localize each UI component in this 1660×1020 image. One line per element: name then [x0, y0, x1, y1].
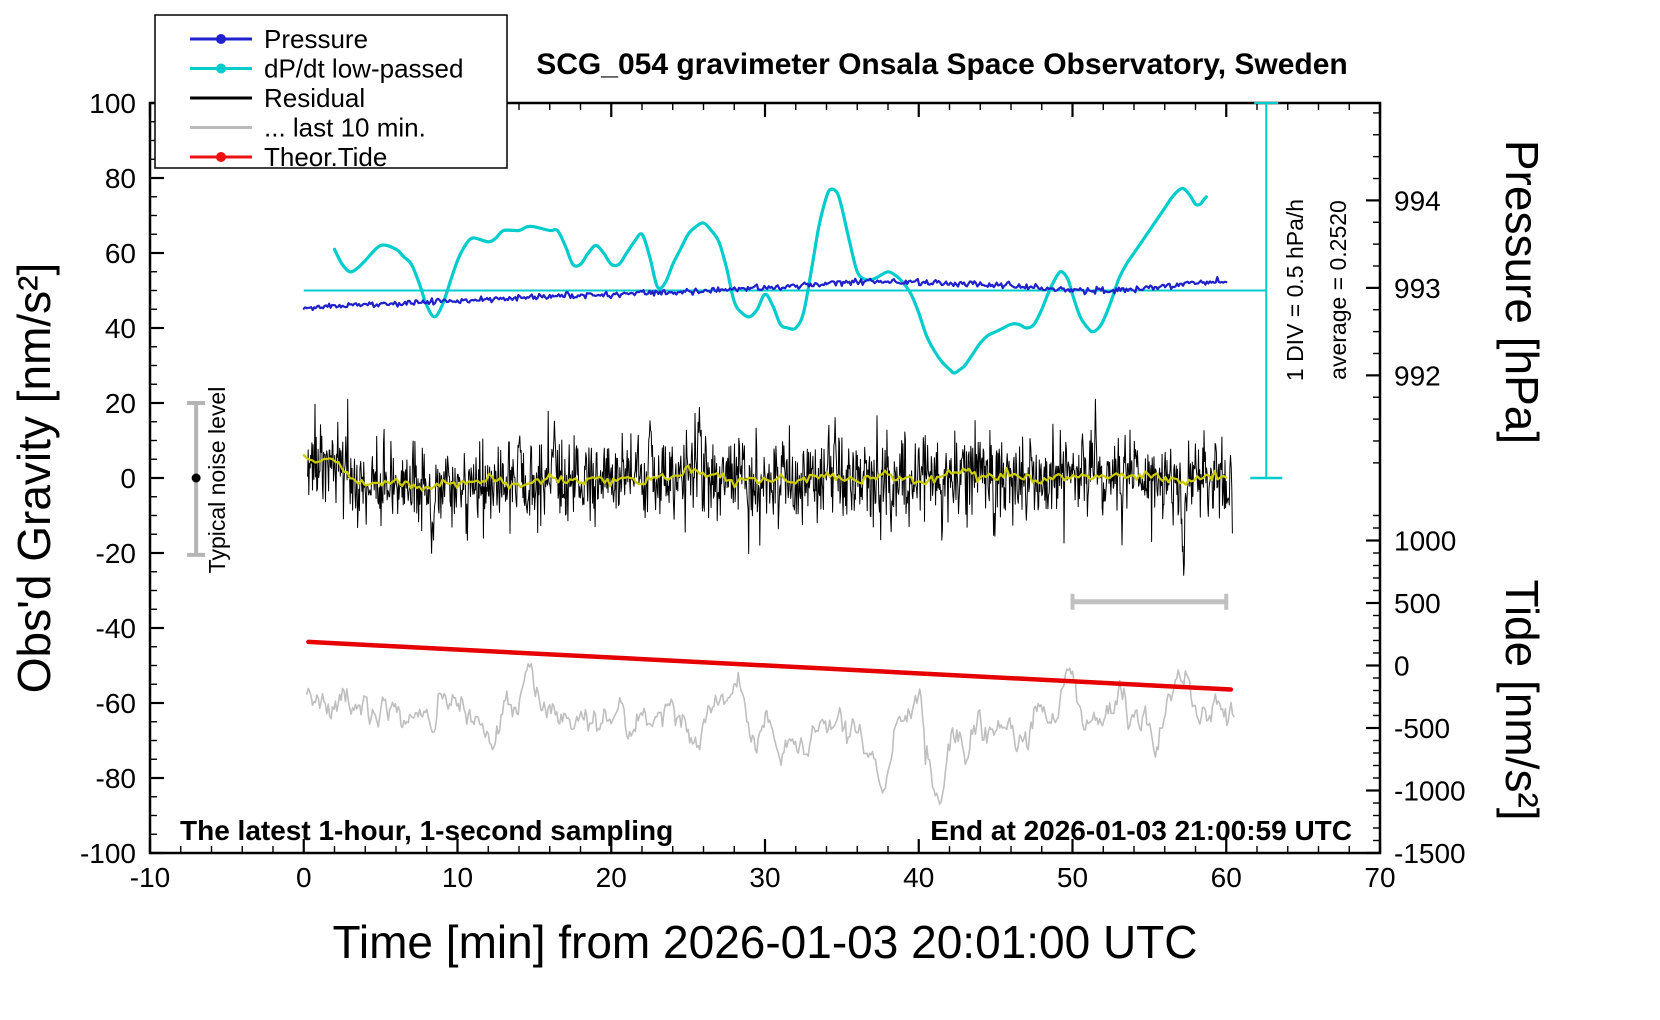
tide-tick-label: 0	[1394, 651, 1410, 682]
tide-tick-label: -1500	[1394, 838, 1466, 869]
series-dpdt	[332, 186, 1208, 375]
series-residual	[307, 398, 1233, 576]
legend-label: dP/dt low-passed	[264, 54, 463, 84]
gravity-tick-label: 0	[120, 463, 136, 494]
legend-swatch-dot	[216, 63, 226, 74]
legend-label: Theor.Tide	[264, 142, 387, 172]
gravity-tick-label: 20	[105, 388, 136, 419]
pressure-axis-title: Pressure [hPa]	[1496, 140, 1548, 444]
chart-title: SCG_054 gravimeter Onsala Space Observat…	[536, 48, 1348, 81]
x-axis-title: Time [min] from 2026-01-03 20:01:00 UTC	[333, 916, 1198, 968]
series-pressure	[302, 276, 1228, 312]
x-tick-label: 40	[903, 862, 934, 893]
gravity-tick-label: -80	[96, 763, 136, 794]
footer-sampling-note: The latest 1-hour, 1-second sampling	[180, 815, 673, 846]
x-tick-label: 30	[749, 862, 780, 893]
legend-swatch-dot	[216, 152, 226, 162]
legend-item: Residual	[190, 83, 365, 113]
legend-item: Theor.Tide	[190, 142, 387, 172]
tide-tick-label: -1000	[1394, 775, 1466, 806]
x-tick-label: -10	[130, 862, 170, 893]
series-layer	[302, 102, 1283, 805]
gravity-axis-title: Obs'd Gravity [nm/s²]	[8, 263, 60, 694]
x-tick-label: 10	[442, 862, 473, 893]
pressure-tick-label: 992	[1394, 360, 1441, 391]
x-tick-label: 20	[596, 862, 627, 893]
tide-tick-label: 1000	[1394, 526, 1456, 557]
legend-swatch-dot	[216, 34, 226, 44]
legend-item: dP/dt low-passed	[190, 54, 463, 84]
footer-end-time: End at 2026-01-03 21:00:59 UTC	[930, 815, 1352, 846]
x-tick-label: 70	[1364, 862, 1395, 893]
x-tick-label: 0	[296, 862, 312, 893]
noise-errorbar-dot	[191, 473, 201, 483]
legend-label: ... last 10 min.	[264, 113, 426, 143]
x-tick-label: 50	[1057, 862, 1088, 893]
series-tide	[306, 639, 1234, 692]
annotation-layer	[187, 401, 1229, 610]
gravity-tick-label: 80	[105, 163, 136, 194]
gravity-tick-label: -60	[96, 688, 136, 719]
legend-label: Pressure	[264, 24, 368, 54]
gravity-tick-label: 100	[89, 88, 136, 119]
tide-axis-title: Tide [nm/s²]	[1496, 579, 1548, 820]
div-scale-label: 1 DIV = 0.5 hPa/h	[1282, 199, 1308, 381]
pressure-tick-label: 994	[1394, 185, 1441, 216]
x-tick-label: 60	[1211, 862, 1242, 893]
plot-frame: -10 0 10 20 30 40 50 60 70-100-80-60-40-20020406…	[80, 88, 1466, 893]
noise-level-label: Typical noise level	[204, 387, 230, 574]
average-label: average = 0.2520	[1325, 200, 1351, 380]
pressure-tick-label: 993	[1394, 273, 1441, 304]
gravity-tick-label: 60	[105, 238, 136, 269]
legend-item: ... last 10 min.	[190, 113, 426, 143]
gravity-tick-label: -40	[96, 613, 136, 644]
gravity-tick-label: 40	[105, 313, 136, 344]
series-residual_mean	[302, 454, 1228, 492]
gravity-tick-label: -100	[80, 838, 136, 869]
legend-item: Pressure	[190, 24, 368, 54]
tide-tick-label: 500	[1394, 588, 1441, 619]
legend-label: Residual	[264, 83, 365, 113]
series-last10	[306, 663, 1235, 805]
gravity-tick-label: -20	[96, 538, 136, 569]
tide-tick-label: -500	[1394, 713, 1450, 744]
